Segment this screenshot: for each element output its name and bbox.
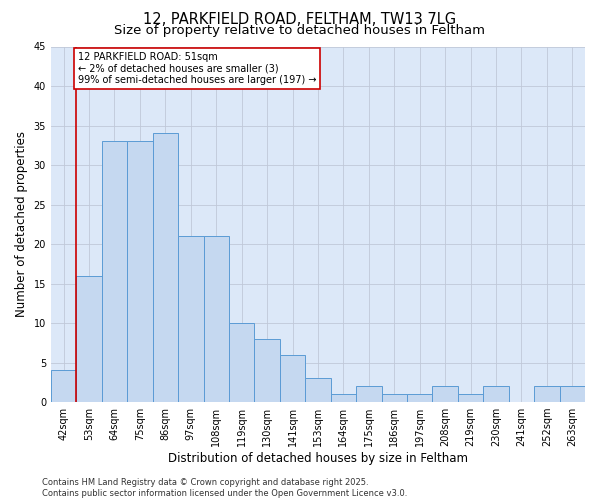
Bar bbox=[203, 236, 229, 402]
Bar bbox=[560, 386, 585, 402]
Bar bbox=[76, 276, 102, 402]
Bar bbox=[305, 378, 331, 402]
Bar bbox=[178, 236, 203, 402]
Text: 12 PARKFIELD ROAD: 51sqm
← 2% of detached houses are smaller (3)
99% of semi-det: 12 PARKFIELD ROAD: 51sqm ← 2% of detache… bbox=[77, 52, 316, 85]
Bar bbox=[280, 354, 305, 402]
Text: 12, PARKFIELD ROAD, FELTHAM, TW13 7LG: 12, PARKFIELD ROAD, FELTHAM, TW13 7LG bbox=[143, 12, 457, 28]
Text: Contains HM Land Registry data © Crown copyright and database right 2025.
Contai: Contains HM Land Registry data © Crown c… bbox=[42, 478, 407, 498]
Bar bbox=[483, 386, 509, 402]
Bar bbox=[534, 386, 560, 402]
X-axis label: Distribution of detached houses by size in Feltham: Distribution of detached houses by size … bbox=[168, 452, 468, 465]
Y-axis label: Number of detached properties: Number of detached properties bbox=[15, 132, 28, 318]
Bar bbox=[102, 142, 127, 402]
Bar bbox=[433, 386, 458, 402]
Bar bbox=[458, 394, 483, 402]
Bar bbox=[51, 370, 76, 402]
Bar bbox=[382, 394, 407, 402]
Bar bbox=[127, 142, 152, 402]
Bar bbox=[331, 394, 356, 402]
Bar bbox=[356, 386, 382, 402]
Text: Size of property relative to detached houses in Feltham: Size of property relative to detached ho… bbox=[115, 24, 485, 37]
Bar bbox=[152, 134, 178, 402]
Bar bbox=[254, 339, 280, 402]
Bar bbox=[407, 394, 433, 402]
Bar bbox=[229, 323, 254, 402]
